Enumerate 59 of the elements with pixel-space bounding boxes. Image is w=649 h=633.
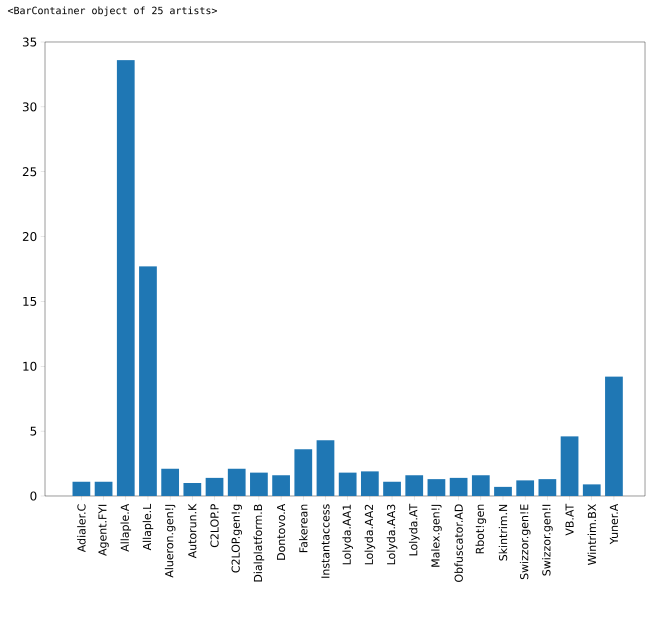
bar bbox=[294, 449, 312, 496]
y-tick-label: 0 bbox=[30, 491, 36, 501]
x-tick-label: Skintrim.N bbox=[498, 504, 508, 561]
bar bbox=[72, 482, 90, 496]
y-tick-label: 30 bbox=[22, 102, 36, 112]
x-tick-label: Adialer.C bbox=[77, 504, 86, 552]
x-tick-label: Dontovo.A bbox=[277, 504, 286, 560]
bar bbox=[516, 480, 534, 496]
x-tick-label: Fakerean bbox=[299, 504, 308, 552]
bar bbox=[206, 478, 224, 496]
y-tick-label: 25 bbox=[22, 167, 36, 176]
x-tick-label: Allaple.L bbox=[142, 504, 154, 550]
bar bbox=[472, 475, 490, 496]
bar bbox=[338, 472, 357, 496]
bar bbox=[383, 482, 401, 496]
bar bbox=[428, 479, 446, 496]
x-tick-label: Yuner.A bbox=[610, 504, 618, 544]
bar bbox=[272, 475, 290, 496]
bar bbox=[405, 475, 424, 496]
y-tick-label: 5 bbox=[30, 426, 36, 436]
bar bbox=[582, 484, 601, 496]
x-tick-label: Rbot!gen bbox=[476, 504, 486, 554]
y-tick-label: 20 bbox=[22, 232, 36, 242]
x-tick-label: Lolyda.AA1 bbox=[342, 504, 353, 564]
x-tick-label: Lolyda.AA3 bbox=[386, 504, 398, 564]
bar bbox=[94, 482, 112, 496]
bar bbox=[139, 266, 157, 496]
x-tick-label: Alueron.gen!J bbox=[164, 504, 176, 578]
y-tick-label: 15 bbox=[23, 296, 36, 306]
x-tick-label: Swizzor.gen!E bbox=[520, 504, 530, 580]
bar bbox=[316, 440, 334, 496]
bar bbox=[494, 486, 512, 496]
x-tick-label: Instantaccess bbox=[321, 504, 330, 578]
x-tick-label: Wintrim.BX bbox=[588, 504, 596, 566]
x-tick-label: C2LOP.P bbox=[210, 504, 219, 548]
x-tick-label: Malex.gen!J bbox=[431, 504, 442, 567]
x-tick-label: Obfuscator.AD bbox=[454, 504, 463, 582]
x-tick-label: Swizzor.gen!I bbox=[542, 504, 553, 576]
x-tick-label: Allaple.A bbox=[120, 504, 132, 552]
bar bbox=[250, 472, 268, 496]
x-tick-label: VB.AT bbox=[566, 504, 574, 536]
bar bbox=[450, 478, 468, 496]
x-tick-label: Lolyda.AT bbox=[408, 504, 420, 556]
x-tick-label: Agent.FYI bbox=[98, 504, 109, 556]
bar bbox=[360, 471, 379, 496]
text: <BarContainer object of 25 artists> bbox=[8, 6, 218, 16]
bar bbox=[560, 436, 578, 496]
bar bbox=[228, 468, 246, 496]
x-tick-label: C2LOP.gen!g bbox=[232, 504, 242, 573]
bar bbox=[161, 468, 180, 496]
x-tick-label: Dialplatform.B bbox=[254, 504, 264, 582]
y-tick-label: 35 bbox=[22, 37, 36, 47]
bar bbox=[183, 483, 202, 496]
bar bbox=[605, 376, 623, 496]
y-tick-label: 10 bbox=[23, 362, 36, 371]
bar bbox=[538, 479, 556, 496]
x-tick-label: Autorun.K bbox=[188, 504, 196, 558]
x-tick-label: Lolyda.AA2 bbox=[364, 504, 376, 564]
bar bbox=[116, 60, 135, 496]
